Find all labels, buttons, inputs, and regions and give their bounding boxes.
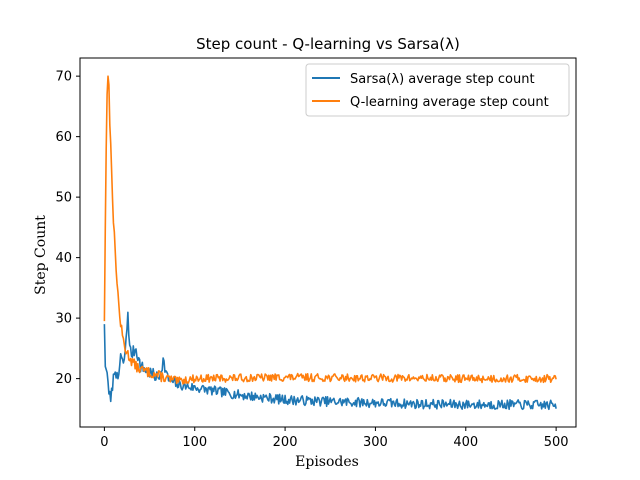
plot-lines bbox=[103, 75, 557, 411]
x-tick-label: 300 bbox=[363, 435, 388, 450]
x-axis-label: Episodes bbox=[295, 454, 359, 470]
x-axis-ticks: 0 100 200 300 400 500 bbox=[100, 427, 569, 450]
legend-box bbox=[305, 63, 570, 117]
y-tick-label: 70 bbox=[55, 70, 72, 85]
series-line-sarsa bbox=[103, 311, 557, 411]
legend: Sarsa(λ) average step count Q-learning a… bbox=[305, 63, 570, 117]
y-axis-ticks: 20 30 40 50 60 70 bbox=[55, 70, 80, 387]
x-tick-label: 500 bbox=[544, 435, 569, 450]
x-tick-label: 200 bbox=[273, 435, 298, 450]
x-tick-label: 100 bbox=[182, 435, 207, 450]
y-tick-label: 60 bbox=[55, 130, 72, 145]
y-tick-label: 50 bbox=[55, 191, 72, 206]
y-tick-label: 30 bbox=[55, 312, 72, 327]
y-tick-label: 20 bbox=[55, 372, 72, 387]
x-tick-label: 400 bbox=[453, 435, 478, 450]
plot-frame bbox=[79, 57, 577, 428]
x-tick-label: 0 bbox=[100, 435, 108, 450]
y-tick-label: 40 bbox=[55, 251, 72, 266]
series-line-q-learning bbox=[103, 75, 557, 385]
y-axis-label: Step Count bbox=[33, 215, 49, 295]
legend-label-sarsa: Sarsa(λ) average step count bbox=[350, 72, 535, 87]
chart-title: Step count - Q-learning vs Sarsa(λ) bbox=[196, 35, 460, 53]
legend-label-q-learning: Q-learning average step count bbox=[350, 95, 549, 110]
